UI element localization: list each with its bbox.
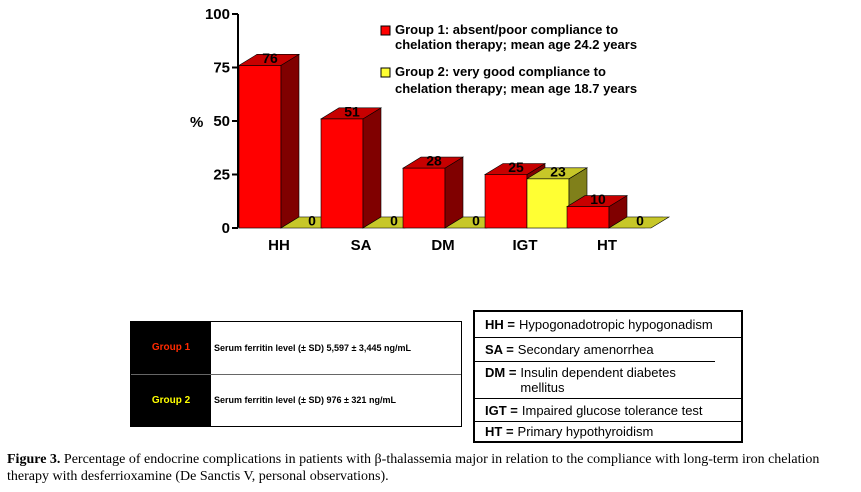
data-label: 51 <box>344 103 360 119</box>
data-label: 10 <box>590 191 606 207</box>
x-tick-label-dm: DM <box>431 237 454 254</box>
legend-item-group-2-line-2: chelation therapy; mean age 18.7 years <box>395 81 637 96</box>
legend-swatch-group-1 <box>380 25 391 36</box>
abbreviation-row-ht: HT = Primary hypothyroidism <box>475 421 741 441</box>
abbreviation-definition: Secondary amenorrhea <box>517 342 654 357</box>
abbreviation-definition: Hypogonadotropic hypogonadism <box>518 317 713 332</box>
ferritin-group-1-label: Group 1 <box>131 322 211 374</box>
bar-top <box>565 195 629 207</box>
bar-top <box>525 167 589 180</box>
bar-top <box>237 54 301 66</box>
bar-sa-group-1: 51 <box>319 103 383 229</box>
figure-caption-label: Figure 3. <box>7 452 61 467</box>
x-tick-label-hh: HH <box>268 237 290 254</box>
data-label: 76 <box>262 50 278 66</box>
legend-item-group-1-line-2: chelation therapy; mean age 24.2 years <box>395 37 637 52</box>
y-axis: 0 25 50 75 100 <box>205 6 239 237</box>
bar-front <box>484 174 528 229</box>
bar-side <box>444 156 464 229</box>
y-tick-label: 25 <box>213 167 230 184</box>
data-label: 23 <box>550 163 566 179</box>
ferritin-row-group-2: Group 2 Serum ferritin level (± SD) 976 … <box>131 373 461 426</box>
data-label: 0 <box>472 213 480 229</box>
bar-front <box>566 206 610 229</box>
bar-front <box>402 167 446 229</box>
abbreviation-row-sa: SA = Secondary amenorrhea <box>475 337 741 361</box>
data-label: 25 <box>508 159 524 175</box>
legend-swatch-group-2 <box>380 67 391 78</box>
y-axis-label: % <box>190 114 203 131</box>
x-axis-labels: HH SA DM IGT HT <box>268 237 617 254</box>
abbreviation-row-dm: DM = Insulin dependent diabetes mellitus <box>475 361 715 398</box>
data-label: 28 <box>426 153 442 169</box>
bars: 76 0 51 0 28 0 25 23 10 0 <box>237 50 671 229</box>
abbreviation-row-igt: IGT = Impaired glucose tolerance test <box>475 398 741 421</box>
x-tick-label-sa: SA <box>351 237 372 254</box>
x-tick-label-igt: IGT <box>513 237 538 254</box>
bar-front <box>526 178 570 229</box>
figure-caption: Figure 3. Percentage of endocrine compli… <box>7 451 855 485</box>
y-tick-label: 0 <box>222 220 230 237</box>
ferritin-group-2-value: Serum ferritin level (± SD) 976 ± 321 ng… <box>214 395 396 406</box>
data-label: 0 <box>390 213 398 229</box>
abbreviation-key: SA = <box>485 342 514 357</box>
ferritin-group-2-label: Group 2 <box>131 374 211 426</box>
abbreviation-definition: Impaired glucose tolerance test <box>521 402 703 418</box>
bar-ht-group-1: 10 <box>565 191 629 229</box>
abbreviation-key: IGT = <box>485 402 518 418</box>
abbreviation-row-hh: HH = Hypogonadotropic hypogonadism <box>475 312 741 337</box>
abbreviation-key: HH = <box>485 317 515 332</box>
ferritin-row-group-1: Group 1 Serum ferritin level (± SD) 5,59… <box>131 322 461 374</box>
ferritin-table: Group 1 Serum ferritin level (± SD) 5,59… <box>130 321 462 427</box>
y-tick-label: 50 <box>213 113 230 130</box>
bar-side <box>280 53 300 229</box>
y-tick-label: 100 <box>205 6 230 23</box>
legend-item-group-2-line-1: Group 2: very good compliance to <box>395 64 606 79</box>
y-tick-label: 75 <box>213 60 230 77</box>
abbreviation-definition: Insulin dependent diabetes mellitus <box>520 365 676 395</box>
x-tick-label-ht: HT <box>597 237 617 254</box>
bar-dm-group-1: 28 <box>401 153 465 229</box>
abbreviation-definition: Primary hypothyroidism <box>517 424 654 439</box>
bar-front <box>320 118 364 229</box>
bar-side <box>362 107 382 229</box>
legend: Group 1: absent/poor compliance to chela… <box>380 22 637 96</box>
abbreviation-key: DM = <box>485 365 517 380</box>
figure-caption-text: Percentage of endocrine complications in… <box>7 452 820 484</box>
bar-top <box>483 163 547 175</box>
bar-front <box>238 65 282 229</box>
bar-top <box>607 216 671 229</box>
data-label: 0 <box>308 213 316 229</box>
bar-ht-group-2: 0 <box>607 213 671 229</box>
ferritin-group-1-value: Serum ferritin level (± SD) 5,597 ± 3,44… <box>214 342 411 353</box>
bar-hh-group-1: 76 <box>237 50 301 229</box>
bar-top <box>401 156 465 169</box>
abbreviation-key: HT = <box>485 424 514 439</box>
abbreviation-table: HH = Hypogonadotropic hypogonadism SA = … <box>473 310 743 443</box>
bar-top <box>319 107 383 120</box>
data-label: 0 <box>636 213 644 229</box>
legend-item-group-1-line-1: Group 1: absent/poor compliance to <box>395 22 618 37</box>
